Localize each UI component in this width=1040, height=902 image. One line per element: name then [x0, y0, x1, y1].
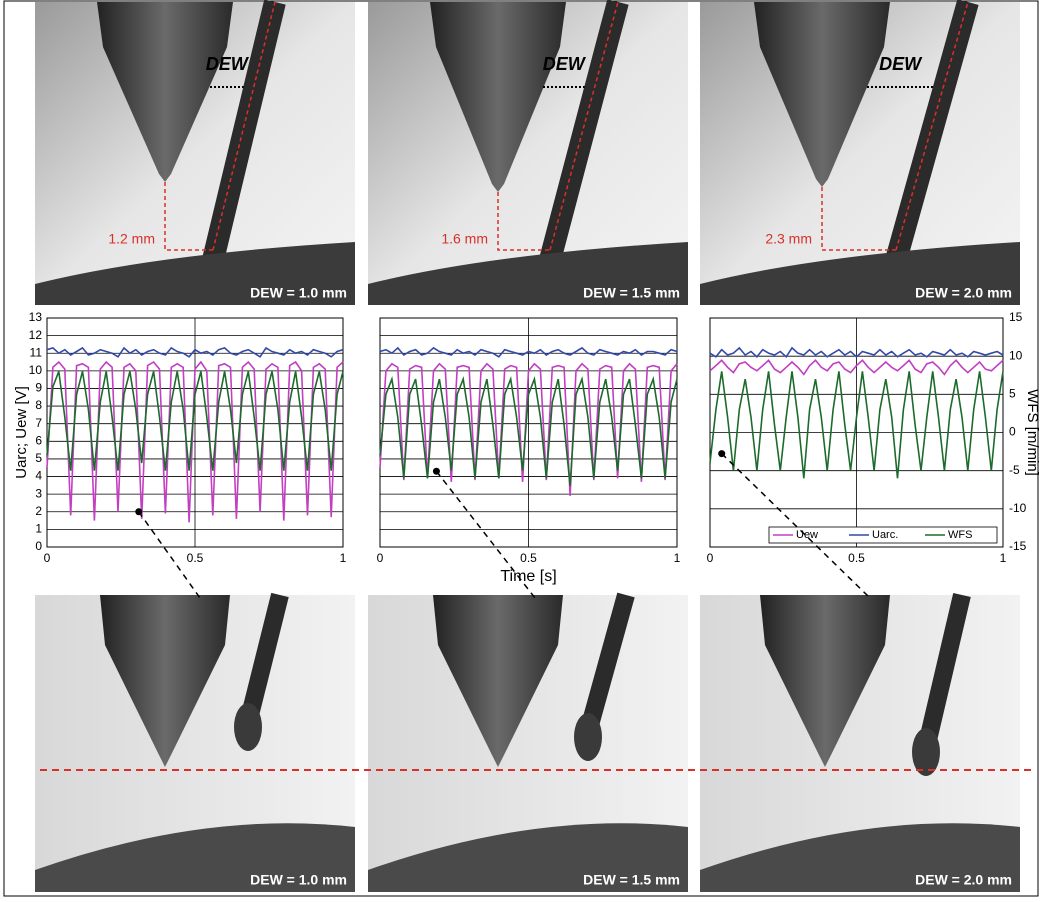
y-tick-label: 7 — [35, 416, 42, 430]
droplet — [574, 713, 602, 761]
highlight-point — [718, 450, 725, 457]
dew-label: DEW — [543, 54, 587, 74]
photo: DEW = 1.0 mm — [35, 595, 355, 892]
photo-caption: DEW = 1.0 mm — [250, 872, 347, 888]
y-tick-label: 13 — [29, 310, 43, 324]
y-axis-label: Uarc; Uew [V] — [13, 386, 30, 479]
chart: 0 0.5 1 Time [s] — [377, 318, 681, 598]
y-tick-label: 5 — [35, 451, 42, 465]
legend-label: WFS — [948, 529, 972, 541]
y2-tick-label: 10 — [1009, 348, 1023, 362]
chart: 15 10 5 0 -5 -10 -15 0 0.5 1 WFS [m/min] Uew Uarc. WF… — [707, 310, 1040, 598]
photo: DEW 1.2 mm DEW = 1.0 mm — [35, 2, 355, 305]
y2-tick-label: 15 — [1009, 310, 1023, 324]
y-tick-label: 4 — [35, 469, 42, 483]
x-tick-label: 0.5 — [187, 551, 204, 565]
distance-label: 1.6 mm — [441, 231, 488, 247]
y2-tick-label: -10 — [1009, 501, 1027, 515]
x-tick-label: 1 — [340, 551, 347, 565]
y2-tick-label: 0 — [1009, 425, 1016, 439]
photo: DEW 1.6 mm DEW = 1.5 mm — [368, 2, 688, 305]
x-axis-label: Time [s] — [500, 568, 556, 585]
x-tick-label: 0 — [707, 551, 714, 565]
y2-axis-label: WFS [m/min] — [1024, 389, 1040, 476]
dew-label: DEW — [206, 54, 250, 74]
droplet — [912, 728, 940, 776]
x-tick-label: 0 — [44, 551, 51, 565]
figure: DEW 1.2 mm DEW = 1.0 mm DEW 1.6 mm DEW = 1.5 … — [0, 0, 1040, 897]
x-tick-label: 0 — [377, 551, 384, 565]
photo: DEW = 1.5 mm — [368, 595, 688, 892]
photo-caption: DEW = 1.5 mm — [583, 872, 680, 888]
y-tick-label: 11 — [30, 345, 43, 359]
photo-caption: DEW = 2.0 mm — [915, 872, 1012, 888]
legend-label: Uew — [796, 529, 818, 541]
photo-caption: DEW = 1.0 mm — [250, 285, 347, 301]
y-tick-label: 6 — [35, 433, 42, 447]
droplet — [234, 703, 262, 751]
photo-caption: DEW = 1.5 mm — [583, 285, 680, 301]
y-tick-label: 8 — [35, 398, 42, 412]
y-tick-label: 3 — [35, 486, 42, 500]
x-tick-label: 0.5 — [848, 551, 865, 565]
y-tick-label: 9 — [35, 381, 42, 395]
y-tick-label: 2 — [35, 504, 42, 518]
x-tick-label: 0.5 — [520, 551, 537, 565]
highlight-point — [135, 508, 142, 515]
dew-label: DEW — [879, 54, 923, 74]
y-tick-label: 1 — [35, 522, 42, 536]
x-tick-label: 1 — [1000, 551, 1007, 565]
distance-label: 1.2 mm — [108, 231, 155, 247]
y2-tick-label: -15 — [1009, 539, 1027, 553]
photo: DEW = 2.0 mm — [700, 595, 1020, 892]
y-tick-label: 0 — [35, 539, 42, 553]
x-tick-label: 1 — [674, 551, 681, 565]
y-tick-label: 12 — [29, 328, 43, 342]
y-tick-label: 10 — [29, 363, 43, 377]
photo-caption: DEW = 2.0 mm — [915, 285, 1012, 301]
y2-tick-label: -5 — [1009, 463, 1020, 477]
legend-label: Uarc. — [872, 529, 898, 541]
highlight-point — [433, 468, 440, 475]
photo: DEW 2.3 mm DEW = 2.0 mm — [700, 2, 1020, 305]
y2-tick-label: 5 — [1009, 387, 1016, 401]
distance-label: 2.3 mm — [765, 231, 812, 247]
